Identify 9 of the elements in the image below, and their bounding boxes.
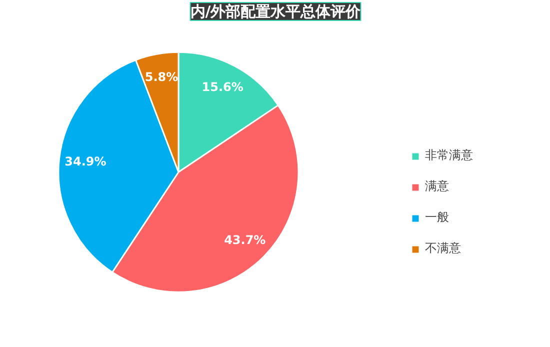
data-label: 34.9%	[64, 154, 106, 169]
chart-title: 内/外部配置水平总体评价	[190, 2, 362, 20]
data-label: 15.6%	[202, 80, 244, 94]
data-label: 43.7%	[224, 233, 266, 248]
data-label: 5.8%	[144, 70, 178, 84]
legend-label: 非常满意	[425, 147, 473, 164]
legend-label: 不满意	[425, 240, 461, 257]
legend-label: 满意	[425, 178, 449, 195]
legend-label: 一般	[425, 209, 449, 226]
